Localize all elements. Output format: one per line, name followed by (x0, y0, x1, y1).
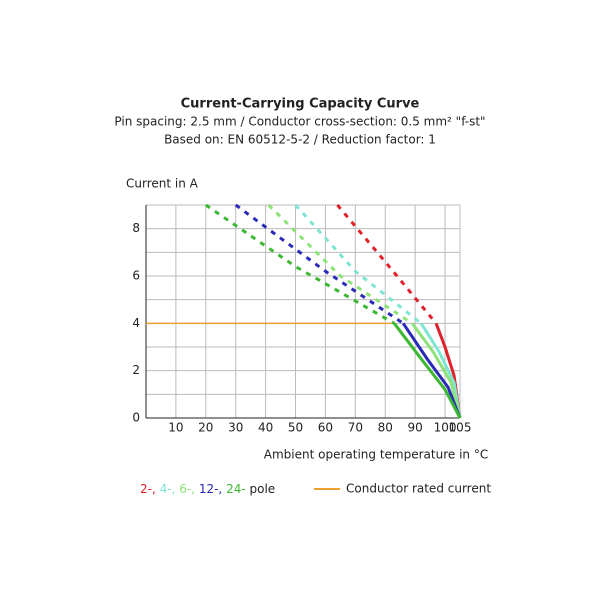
legend-entry: 6-, (179, 482, 195, 496)
x-tick-label: 90 (408, 421, 423, 435)
legend: 2-, 4-, 6-, 12-, 24- pole (140, 482, 275, 496)
legend-entry: 12-, (199, 482, 222, 496)
curve-dashed (294, 203, 423, 325)
curve-dashed (267, 203, 413, 325)
legend-entry: 24- (226, 482, 246, 496)
curve (410, 322, 462, 419)
curve (393, 322, 462, 419)
legend-entry: Conductor rated current (346, 482, 491, 496)
y-tick-label: 6 (132, 269, 140, 283)
subtitle: Pin spacing: 2.5 mm / Conductor cross-se… (114, 115, 485, 129)
curve-dashed (336, 204, 438, 325)
x-tick-label: 100 (434, 421, 457, 435)
x-tick-label: 30 (228, 421, 243, 435)
x-axis-label: Ambient operating temperature in °C (264, 448, 488, 462)
subtitle: Based on: EN 60512-5-2 / Reduction facto… (164, 133, 436, 147)
x-tick-label: 10 (168, 421, 183, 435)
x-tick-label: 80 (378, 421, 393, 435)
legend-entry: 4-, (160, 482, 176, 496)
x-tick-label: 60 (318, 421, 333, 435)
curve (401, 322, 462, 419)
x-tick-label: 40 (258, 421, 273, 435)
legend-entry: 2-, (140, 482, 156, 496)
legend-suffix: pole (250, 482, 276, 496)
chart-title: Current-Carrying Capacity Curve (181, 97, 420, 112)
x-tick-label: 50 (288, 421, 303, 435)
curve-dashed (204, 203, 395, 325)
curve-dashed (234, 203, 405, 325)
y-tick-label: 8 (132, 221, 140, 235)
y-tick-label: 2 (132, 363, 140, 377)
y-axis-label: Current in A (126, 177, 199, 191)
x-tick-label: 20 (198, 421, 213, 435)
x-tick-label: 70 (348, 421, 363, 435)
y-tick-label: 4 (132, 316, 140, 330)
x-tick-label: 105 (449, 421, 472, 435)
y-tick-label: 0 (132, 411, 140, 425)
